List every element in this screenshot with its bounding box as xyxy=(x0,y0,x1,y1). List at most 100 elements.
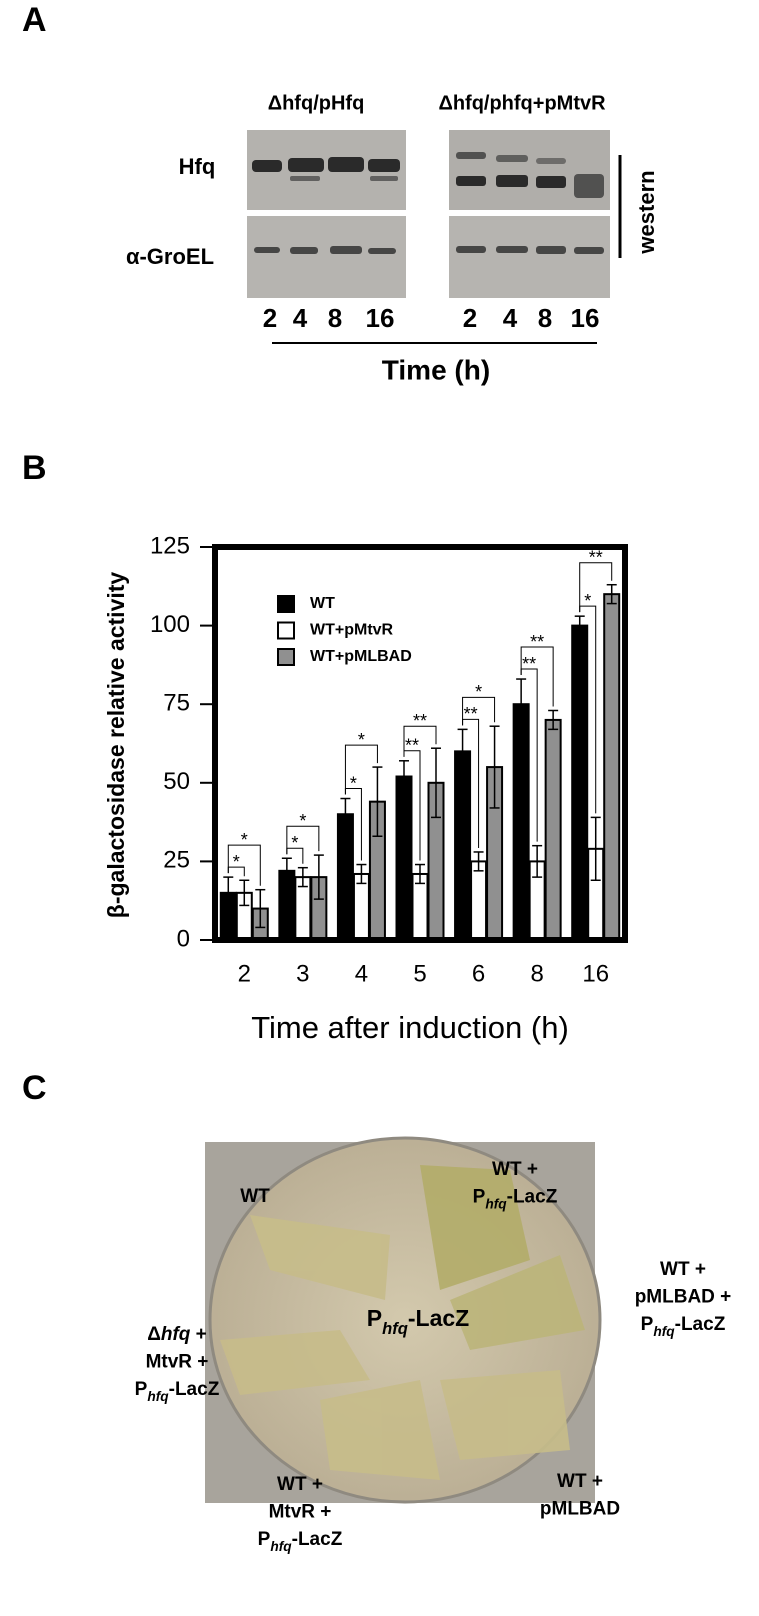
label-part: WT xyxy=(240,1186,270,1207)
lane-label: 16 xyxy=(366,303,395,333)
label-part: pMLBAD + xyxy=(635,1287,732,1308)
y-tick-label: 100 xyxy=(150,611,190,638)
error-bar xyxy=(415,863,425,885)
plate xyxy=(205,1136,602,1504)
y-tick-label: 125 xyxy=(150,532,190,559)
error-bar xyxy=(356,863,367,885)
lane-label: 2 xyxy=(463,303,477,333)
bar xyxy=(470,860,488,942)
significance-label: ** xyxy=(413,711,427,731)
error-bar xyxy=(313,854,324,900)
error-bar xyxy=(372,766,383,837)
significance-label: ** xyxy=(464,704,478,724)
panel-label: C xyxy=(22,1069,47,1107)
significance-bracket xyxy=(579,562,613,613)
panel-label: A xyxy=(22,1,47,39)
lane-label: 8 xyxy=(328,303,342,333)
label-part: + xyxy=(190,1324,206,1345)
y-tick-label: 50 xyxy=(163,768,190,795)
bands xyxy=(252,152,604,254)
x-tick-label: 4 xyxy=(355,960,368,987)
significance-bracket xyxy=(520,646,554,707)
error-bar xyxy=(548,709,559,731)
label-part: MtvR + xyxy=(269,1502,332,1523)
error-bar xyxy=(297,866,308,888)
group-title: Δhfq/phfq+pMtvR xyxy=(438,92,606,114)
y-tick-label: 25 xyxy=(163,847,190,874)
significance-bracket xyxy=(462,696,496,726)
significance-label: * xyxy=(584,591,591,611)
side-label: western xyxy=(634,170,659,254)
bar xyxy=(603,593,621,941)
error-bar xyxy=(223,876,234,910)
x-tick-label: 8 xyxy=(530,960,543,987)
label-part: -LacZ xyxy=(292,1529,343,1550)
significance-label: ** xyxy=(530,632,544,652)
label-part: P xyxy=(367,1305,382,1331)
label-part: WT + xyxy=(277,1474,323,1495)
lane-label: 4 xyxy=(293,303,308,333)
label-part: Δ xyxy=(147,1324,161,1345)
significance-bracket xyxy=(344,744,378,795)
significance-label: * xyxy=(350,773,357,793)
label-part: hfq xyxy=(653,1324,675,1339)
significance-label: * xyxy=(241,830,248,850)
bar xyxy=(336,813,354,941)
plate-label: WT + xyxy=(557,1471,603,1492)
blot xyxy=(449,216,610,298)
significance-bracket xyxy=(227,844,261,886)
significance-bracket xyxy=(403,725,437,757)
panel-label: B xyxy=(22,449,47,487)
plate-label: Phfq-LacZ xyxy=(641,1314,726,1339)
label-part: P xyxy=(473,1187,486,1208)
bar xyxy=(395,775,413,942)
plate-label: WT + xyxy=(277,1474,323,1495)
error-bar xyxy=(431,747,441,819)
error-bar xyxy=(255,888,266,929)
lane-label: 2 xyxy=(263,303,277,333)
label-part: P xyxy=(135,1379,148,1400)
error-bar xyxy=(489,725,500,809)
significance-label: ** xyxy=(589,547,603,567)
row-label: α-GroEL xyxy=(126,244,214,269)
significance-label: * xyxy=(233,852,240,872)
plate-label: Phfq-LacZ xyxy=(367,1305,469,1338)
legend-swatch xyxy=(277,595,295,613)
label-part: hfq xyxy=(270,1539,292,1554)
significance-label: ** xyxy=(405,736,419,756)
significance-label: ** xyxy=(522,654,536,674)
x-tick-label: 5 xyxy=(413,960,426,987)
lane-label: 4 xyxy=(503,303,518,333)
error-bar xyxy=(532,844,543,878)
significance-bracket xyxy=(286,825,320,855)
error-bar xyxy=(457,728,468,775)
significance-label: * xyxy=(358,730,365,750)
label-part: hfq xyxy=(147,1389,169,1404)
error-bar xyxy=(281,857,292,885)
plate-label: WT + xyxy=(492,1159,538,1180)
label-part: pMLBAD xyxy=(540,1499,620,1520)
label-part: -LacZ xyxy=(408,1305,469,1331)
label-part: hfq xyxy=(382,1319,408,1338)
label-part: -LacZ xyxy=(507,1187,558,1208)
x-tick-label: 6 xyxy=(472,960,485,987)
x-tick-label: 16 xyxy=(582,960,609,987)
plate-label: pMLBAD + xyxy=(635,1287,732,1308)
plate-label: WT xyxy=(240,1186,270,1207)
error-bar xyxy=(399,760,409,793)
blot xyxy=(247,216,406,298)
legend-swatch xyxy=(277,621,295,640)
plate-label: Phfq-LacZ xyxy=(473,1187,558,1212)
significance-label: * xyxy=(291,833,298,853)
error-bar xyxy=(239,879,250,907)
lane-label: 8 xyxy=(538,303,552,333)
x-tick-label: 2 xyxy=(238,960,251,987)
error-bar xyxy=(473,851,484,872)
plate-label: Phfq-LacZ xyxy=(258,1529,343,1554)
legend-swatch xyxy=(277,648,295,666)
blots xyxy=(247,130,622,344)
plate-label: pMLBAD xyxy=(540,1499,620,1520)
plot-frame xyxy=(212,544,628,943)
error-bar xyxy=(590,816,601,882)
significance-label: * xyxy=(299,811,306,831)
